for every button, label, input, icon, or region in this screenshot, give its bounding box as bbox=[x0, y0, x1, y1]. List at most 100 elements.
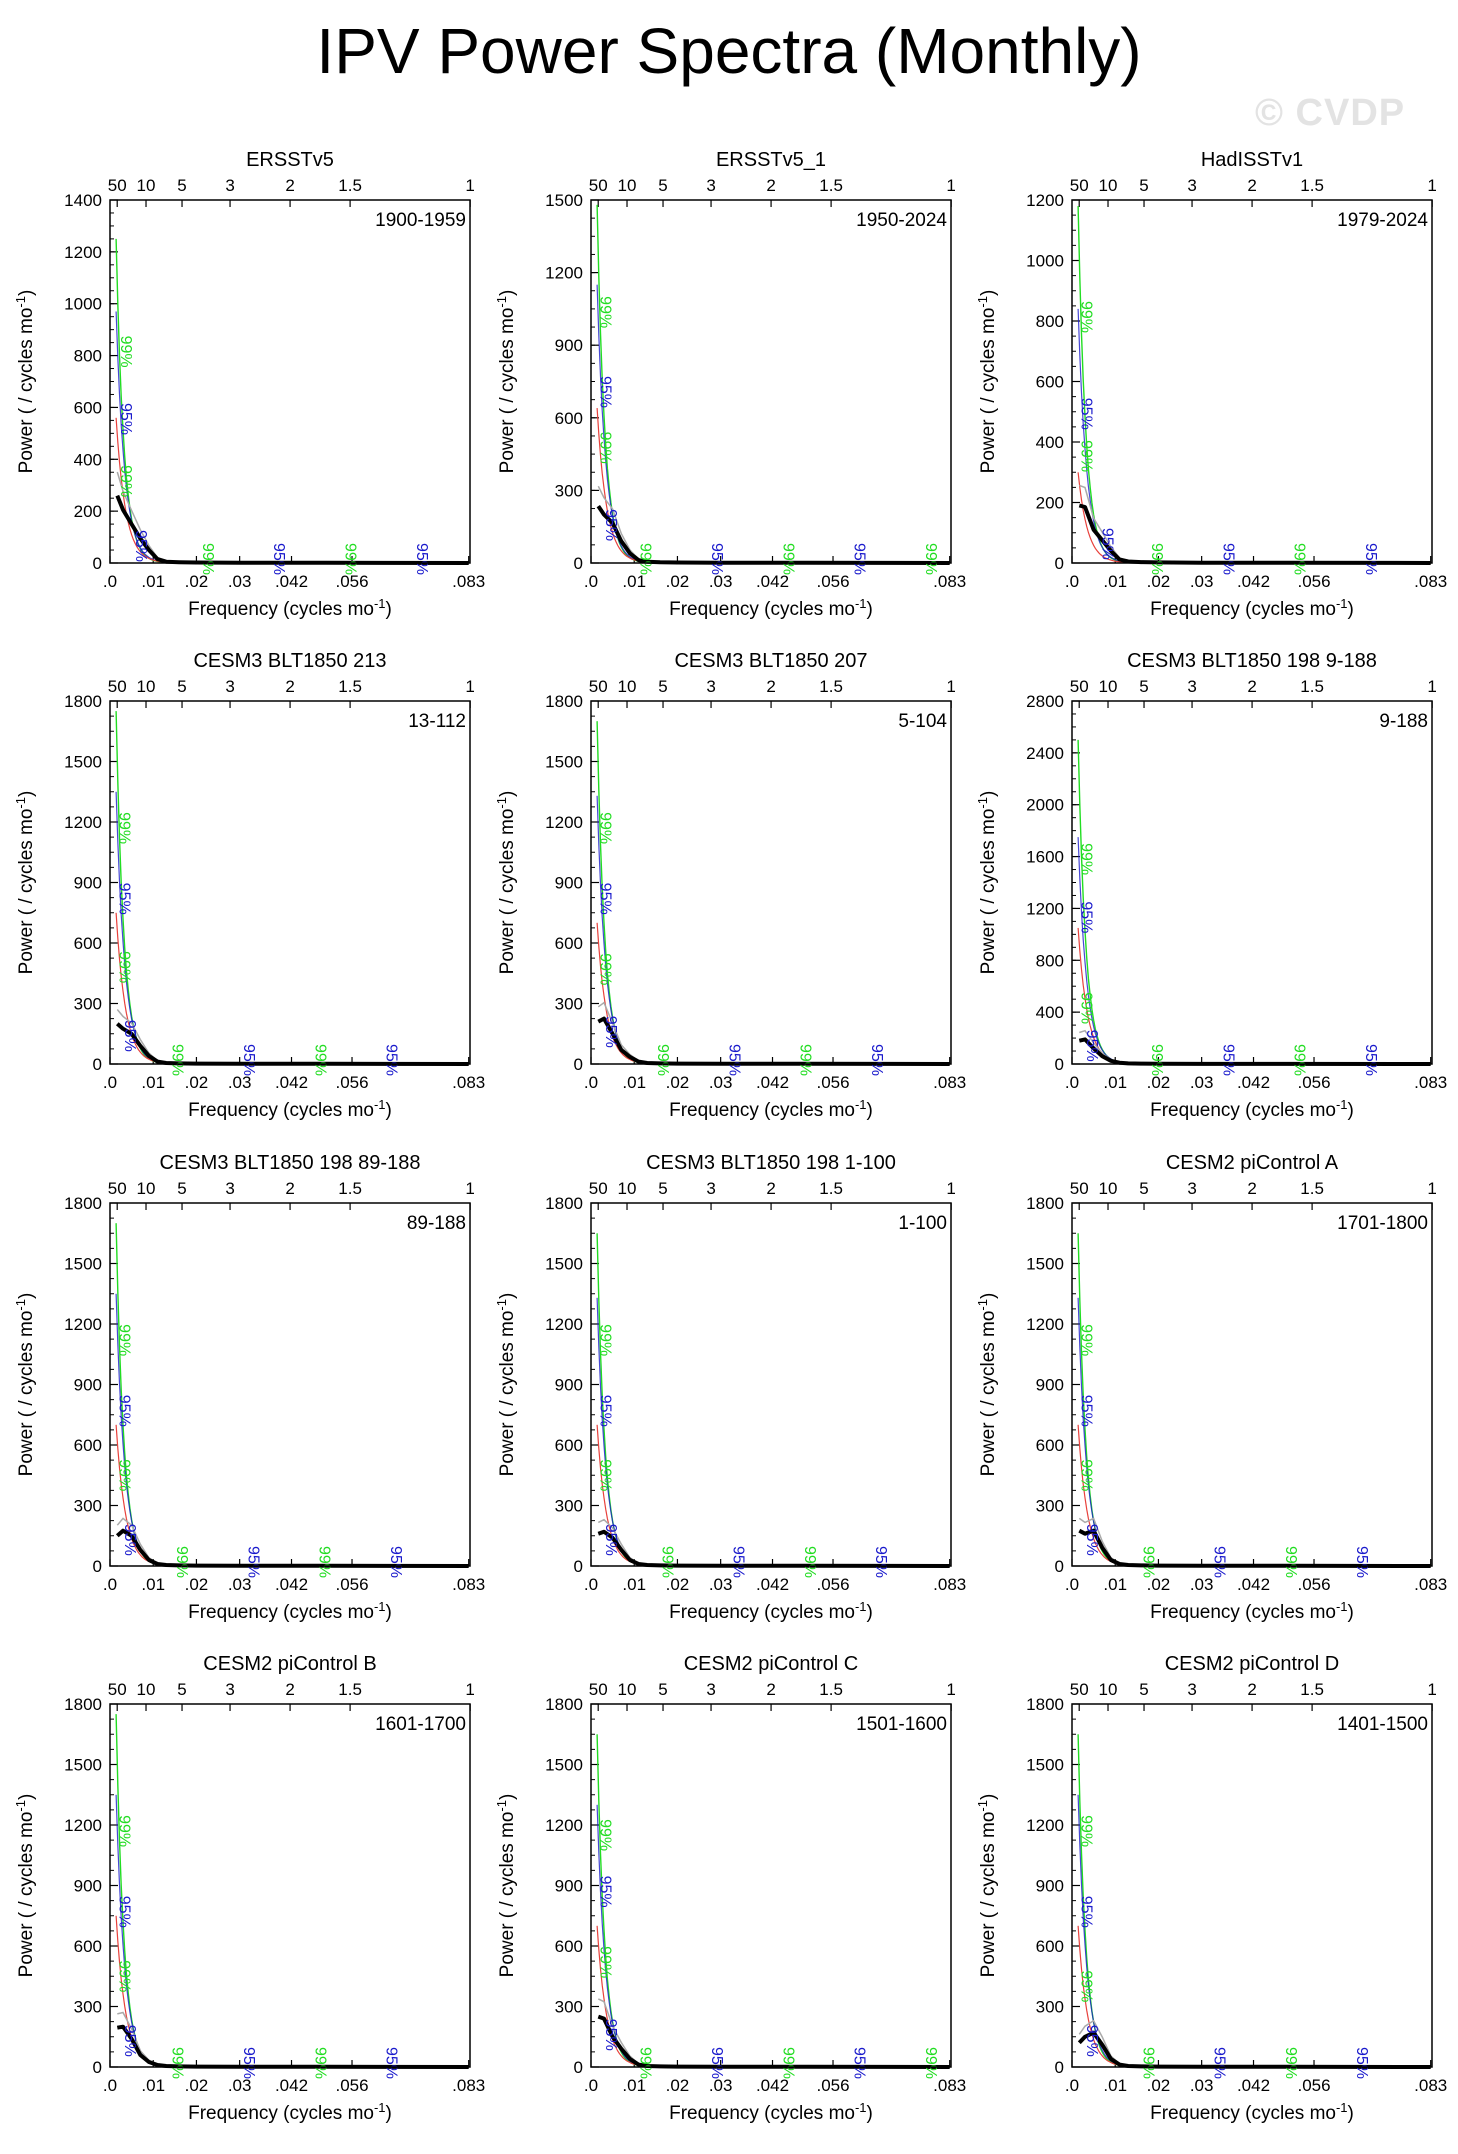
x-tick-label: .0 bbox=[584, 572, 598, 591]
top-tick-label: 50 bbox=[1070, 176, 1089, 195]
spectrum-panel-4: CESM3 BLT1850 21313-11203006009001200150… bbox=[13, 650, 486, 1121]
sig99-label: 99% bbox=[116, 1459, 133, 1491]
x-tick-label: .01 bbox=[141, 2076, 165, 2095]
top-tick-label: 1 bbox=[946, 1179, 955, 1198]
x-tick-label: .042 bbox=[275, 1073, 308, 1092]
power-spectrum-line bbox=[597, 1016, 950, 1066]
sig99-label: 99% bbox=[311, 1044, 328, 1076]
sig99-label: 99% bbox=[1291, 543, 1308, 575]
x-tick-label: .02 bbox=[1147, 1575, 1171, 1594]
y-tick-label: 300 bbox=[555, 481, 583, 500]
panel-period: 13-112 bbox=[408, 711, 466, 732]
sig95-label: 95% bbox=[597, 376, 614, 408]
x-tick-label: .03 bbox=[1190, 572, 1214, 591]
plot-frame bbox=[590, 199, 952, 564]
plot-frame bbox=[109, 1202, 471, 1567]
y-tick-label: 600 bbox=[555, 409, 583, 428]
y-tick-label: 1200 bbox=[64, 813, 102, 832]
ci-upper-line bbox=[597, 1001, 950, 1065]
sig95-label: 95% bbox=[1098, 528, 1115, 560]
x-tick-label: .042 bbox=[275, 1575, 308, 1594]
sig99-label: 99% bbox=[779, 2047, 796, 2079]
y-tick-label: 600 bbox=[1036, 373, 1064, 392]
sig95-label: 95% bbox=[117, 403, 134, 435]
y-tick-label: 1600 bbox=[1026, 848, 1064, 867]
sig99-curve bbox=[1077, 1734, 1431, 2068]
y-tick-label: 0 bbox=[574, 1557, 583, 1576]
sig99-label: 99% bbox=[1078, 1324, 1095, 1356]
sig95-curve bbox=[115, 311, 469, 564]
y-tick-label: 600 bbox=[555, 1937, 583, 1956]
x-tick-label: .01 bbox=[1103, 1575, 1127, 1594]
y-tick-label: 900 bbox=[555, 1877, 583, 1896]
y-axis-label: Power ( / cycles mo-1) bbox=[494, 290, 519, 474]
sig99-label: 99% bbox=[1078, 440, 1095, 472]
sig99-curve bbox=[596, 204, 950, 564]
y-tick-label: 300 bbox=[555, 1998, 583, 2017]
panel-period: 1501-1600 bbox=[856, 1714, 947, 1735]
power-spectrum-line bbox=[1078, 1528, 1431, 1568]
top-tick-label: 50 bbox=[108, 1680, 127, 1699]
red-noise-curve bbox=[596, 408, 950, 564]
x-tick-label: .083 bbox=[1414, 2076, 1447, 2095]
top-tick-label: 1.5 bbox=[1300, 1179, 1324, 1198]
sig95-curve bbox=[1077, 308, 1431, 564]
panel-title: CESM3 BLT1850 198 9-188 bbox=[1127, 650, 1377, 672]
y-tick-label: 300 bbox=[1036, 1497, 1064, 1516]
ci-upper-line bbox=[116, 1517, 469, 1567]
y-tick-label: 1000 bbox=[64, 295, 102, 314]
panel-period: 1701-1800 bbox=[1337, 1213, 1428, 1234]
sig95-label: 95% bbox=[597, 1876, 614, 1908]
y-axis-label: Power ( / cycles mo-1) bbox=[13, 1293, 38, 1477]
sig99-label: 99% bbox=[1291, 1044, 1308, 1076]
sig95-curve bbox=[596, 795, 950, 1065]
y-tick-label: 600 bbox=[74, 1436, 102, 1455]
top-tick-label: 1 bbox=[1427, 1680, 1436, 1699]
sig99-label: 99% bbox=[1078, 992, 1095, 1024]
sig95-label: 95% bbox=[244, 1546, 261, 1578]
top-tick-label: 1 bbox=[465, 176, 474, 195]
sig95-label: 95% bbox=[602, 2019, 619, 2051]
x-tick-label: .042 bbox=[275, 572, 308, 591]
top-tick-label: 2 bbox=[1247, 1680, 1256, 1699]
sig99-label: 99% bbox=[1139, 1546, 1156, 1578]
y-tick-label: 0 bbox=[574, 2058, 583, 2077]
sig99-label: 99% bbox=[1078, 843, 1095, 875]
y-tick-label: 1500 bbox=[64, 753, 102, 772]
x-tick-label: .0 bbox=[1065, 1575, 1079, 1594]
spectrum-panel-2: ERSSTv5_1 1950-2024 0 300 600 900 1200 1500 .0 .0… bbox=[494, 149, 967, 620]
sig99-label: 99% bbox=[116, 1815, 133, 1847]
x-tick-label: .083 bbox=[933, 2076, 966, 2095]
top-tick-label: 50 bbox=[108, 1179, 127, 1198]
y-tick-label: 1200 bbox=[545, 813, 583, 832]
top-tick-label: 10 bbox=[137, 1179, 156, 1198]
x-tick-label: .083 bbox=[1414, 572, 1447, 591]
sig95-label: 95% bbox=[116, 1395, 133, 1427]
sig95-label: 95% bbox=[383, 1044, 400, 1076]
top-tick-label: 5 bbox=[1139, 677, 1148, 696]
x-axis-label: Frequency (cycles mo-1) bbox=[188, 2100, 392, 2125]
x-tick-label: .02 bbox=[185, 572, 209, 591]
y-tick-label: 600 bbox=[555, 1436, 583, 1455]
panel-title: HadISSTv1 bbox=[1201, 149, 1303, 171]
top-tick-label: 5 bbox=[658, 1179, 667, 1198]
y-axis-label: Power ( / cycles mo-1) bbox=[13, 791, 38, 975]
y-tick-label: 200 bbox=[74, 502, 102, 521]
sig95-label: 95% bbox=[708, 543, 725, 575]
panel-period: 89-188 bbox=[407, 1213, 466, 1234]
top-tick-label: 1.5 bbox=[1300, 1680, 1324, 1699]
top-tick-label: 2 bbox=[285, 1179, 294, 1198]
y-tick-label: 0 bbox=[93, 2058, 102, 2077]
sig95-label: 95% bbox=[602, 509, 619, 541]
y-tick-label: 300 bbox=[1036, 1998, 1064, 2017]
sig99-label: 99% bbox=[597, 432, 614, 464]
sig95-label: 95% bbox=[708, 2047, 725, 2079]
y-axis-label: Power ( / cycles mo-1) bbox=[494, 1293, 519, 1477]
x-tick-label: .0 bbox=[1065, 2076, 1079, 2095]
sig95-label: 95% bbox=[1353, 2047, 1370, 2079]
sig95-label: 95% bbox=[383, 2047, 400, 2079]
sig99-label: 99% bbox=[1148, 1044, 1165, 1076]
y-tick-label: 1200 bbox=[545, 1816, 583, 1835]
y-tick-label: 0 bbox=[574, 1055, 583, 1074]
y-tick-label: 0 bbox=[1055, 554, 1064, 573]
